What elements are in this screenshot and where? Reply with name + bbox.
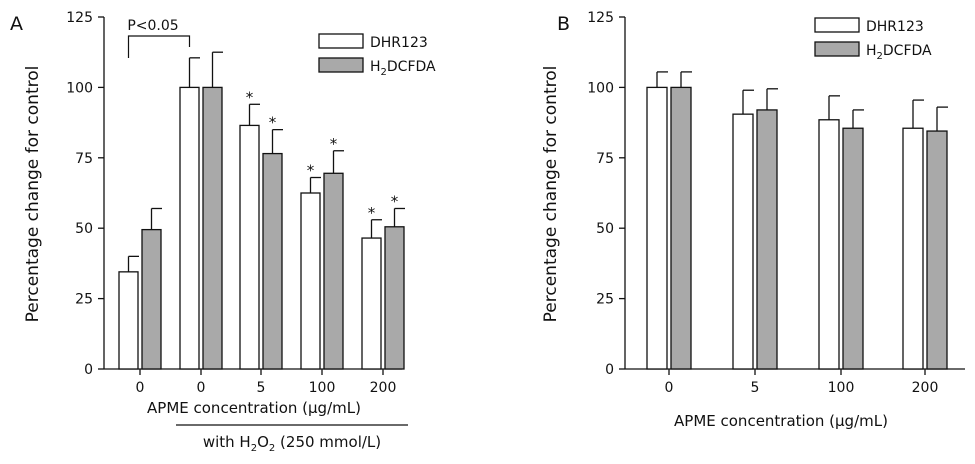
panel-b-legend-label-h2dcfda: H2DCFDA (866, 43, 932, 62)
panel-b-bar-h2dcfda (842, 127, 864, 370)
panel-b-legend-label-dhr123-part: DHR123 (866, 19, 924, 35)
panel-a-y-tick-label: 25 (75, 292, 93, 308)
panel-a-x-axis-title: APME concentration (μg/mL) (147, 399, 361, 417)
panel-a-bar-h2dcfda (262, 152, 283, 370)
panel-b-legend-label-dhr123: DHR123 (866, 19, 924, 35)
panel-a-y-tick-label: 75 (75, 151, 93, 167)
panel-a-y-axis-title: Percentage change for control (23, 66, 43, 323)
panel-b-bar-dhr123 (818, 119, 840, 370)
panel-a-legend-swatch-h2dcfda (318, 57, 364, 73)
panel-a-bar-dhr123 (300, 192, 321, 370)
panel-a-y-tick-label: 0 (84, 362, 93, 378)
panel-b-y-tick-label: 25 (596, 292, 614, 308)
panel-a-bar-dhr123 (118, 271, 139, 370)
panel-b-bar-dhr123 (646, 86, 668, 370)
panel-b-legend-label-h2dcfda-sub: 2 (877, 51, 883, 62)
panel-b-x-tick-label: 0 (665, 380, 674, 396)
panel-a-x-tick-label: 200 (370, 380, 397, 396)
panel-b-x-tick-label: 5 (751, 380, 760, 396)
panel-a-label: A (10, 13, 23, 35)
panel-b-legend-label-h2dcfda-part: H (866, 43, 877, 59)
panel-a-significance-mark: * (269, 114, 277, 132)
panel-a-bar-h2dcfda (202, 86, 223, 370)
panel-b-y-axis-title: Percentage change for control (541, 66, 561, 323)
panel-b-legend-swatch-h2dcfda (814, 41, 860, 57)
panel-a-x-tick-label: 5 (257, 380, 266, 396)
panel-a-legend-label-h2dcfda-sub: 2 (381, 67, 387, 78)
panel-b-plot: 0 25 50 75 100 125 0 5 100 200 DHR123 H2DCFDA (587, 10, 965, 396)
panel-a-significance-bracket (127, 35, 191, 58)
panel-a-y-tick-label: 125 (66, 10, 93, 26)
panel-a-y-tick-label: 50 (75, 221, 93, 237)
panel-a-legend-label-dhr123-part: DHR123 (370, 35, 428, 51)
panel-b-y-tick-label: 75 (596, 151, 614, 167)
panel-b-bar-dhr123 (902, 127, 924, 370)
panel-a-group-note-sub: 2 (251, 443, 257, 454)
panel-b-x-axis-title: APME concentration (μg/mL) (674, 412, 888, 430)
panel-a-x-tick-label: 100 (309, 380, 336, 396)
panel-a-group-note: with H2O2 (250 mmol/L) (203, 433, 381, 454)
panel-a-group-note-part2: O (257, 433, 269, 451)
panel-a-significance-mark: * (307, 162, 315, 180)
panel-a-significance-mark: * (368, 204, 376, 222)
panel-b-bar-h2dcfda (756, 109, 778, 370)
panel-a-legend-label-dhr123: DHR123 (370, 35, 428, 51)
panel-a-x-tick-label: 0 (197, 380, 206, 396)
panel-a-bar-h2dcfda (323, 172, 344, 370)
panel-b-bar-h2dcfda (670, 86, 692, 370)
panel-b-bar-dhr123 (732, 113, 754, 370)
panel-a-legend-swatch-dhr123 (318, 33, 364, 49)
panel-b-legend-swatch-dhr123 (814, 17, 860, 33)
panel-a-significance-mark: * (246, 88, 254, 106)
panel-a-group-note-sub2: 2 (269, 443, 275, 454)
panel-a-y-tick-label: 100 (66, 80, 93, 96)
panel-a-x-tick-label: 0 (136, 380, 145, 396)
panel-a-significance-mark: * (391, 192, 399, 210)
panel-a-group-note-part: with H (203, 433, 251, 451)
panel-a-bar-dhr123 (361, 237, 382, 370)
panel-b-x-tick-label: 100 (828, 380, 855, 396)
panel-a-bar-dhr123 (179, 86, 200, 370)
panel-a-bar-h2dcfda (384, 226, 405, 370)
panel-b-x-tick-label: 200 (912, 380, 939, 396)
panel-b-y-tick-label: 50 (596, 221, 614, 237)
panel-a-group-note-tail: (250 mmol/L) (275, 433, 381, 451)
panel-a-bar-h2dcfda (141, 228, 162, 370)
panel-b-y-tick-label: 100 (587, 80, 614, 96)
panel-b: B Percentage change for control APME con… (541, 10, 965, 430)
panel-a-bar-dhr123 (239, 124, 260, 370)
panel-a-significance-label: P<0.05 (127, 18, 178, 34)
panel-b-bar-h2dcfda (926, 130, 948, 370)
panel-b-y-tick-label: 0 (605, 362, 614, 378)
panel-a-legend-label-h2dcfda-part: H (370, 59, 381, 75)
panel-b-legend-label-h2dcfda-tail: DCFDA (883, 43, 932, 59)
panel-a-plot: 0 25 50 75 100 125 0 0 5 100 200 * * * * * * P<0.05 with H… (66, 10, 436, 454)
panel-a: A Percentage change for control APME con… (10, 10, 436, 454)
panel-b-label: B (557, 13, 570, 35)
panel-a-significance-mark: * (330, 135, 338, 153)
panel-a-legend-label-h2dcfda: H2DCFDA (370, 59, 436, 78)
panel-a-legend-label-h2dcfda-tail: DCFDA (387, 59, 436, 75)
panel-b-y-tick-label: 125 (587, 10, 614, 26)
